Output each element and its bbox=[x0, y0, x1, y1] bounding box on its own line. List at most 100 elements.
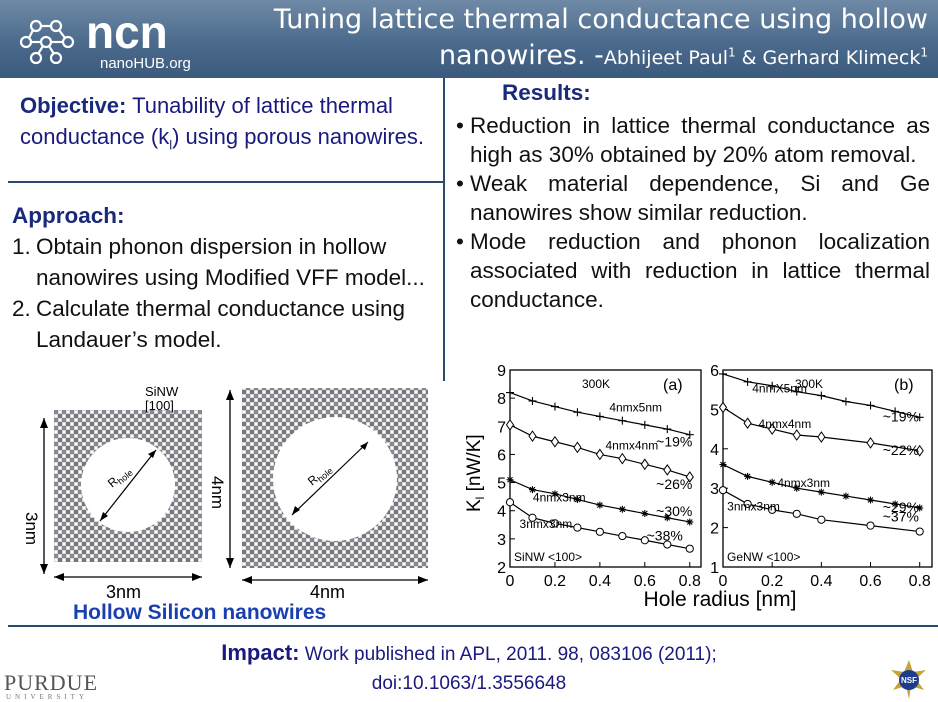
results-item: Reduction in lattice thermal conductance… bbox=[452, 111, 930, 169]
purdue-logo: PURDUE bbox=[4, 670, 99, 695]
data-point bbox=[550, 435, 560, 448]
x-tick-label: 0.8 bbox=[679, 573, 701, 590]
objective-text-b: ) using porous nanowires. bbox=[172, 124, 425, 149]
data-point bbox=[793, 484, 801, 492]
y-tick-label: 4 bbox=[710, 442, 719, 459]
panel-label: (a) bbox=[663, 377, 683, 394]
title-line2: nanowires. -Abhijeet Paul1 & Gerhard Kli… bbox=[439, 40, 928, 71]
data-point bbox=[505, 419, 515, 431]
temperature-label: 300K bbox=[795, 377, 823, 391]
author-line: Abhijeet Paul1 & Gerhard Klimeck1 bbox=[603, 45, 928, 69]
data-point bbox=[550, 519, 560, 528]
data-point bbox=[663, 425, 672, 434]
data-point bbox=[915, 527, 924, 536]
x-tick-label: 0.4 bbox=[810, 573, 832, 590]
y-tick-label: 6 bbox=[710, 363, 719, 380]
data-point bbox=[618, 452, 627, 465]
approach-item: 2. Calculate thermal conductance using La… bbox=[12, 296, 405, 352]
data-point bbox=[506, 388, 514, 397]
results-item: Weak material dependence, Si and Ge nano… bbox=[452, 169, 930, 227]
reduction-label: ~30% bbox=[656, 503, 692, 519]
data-point bbox=[743, 377, 752, 386]
data-point bbox=[595, 412, 604, 421]
material-label: SiNW <100> bbox=[514, 550, 582, 564]
data-point bbox=[719, 461, 727, 469]
data-point bbox=[817, 515, 826, 524]
data-point bbox=[641, 510, 649, 518]
data-point bbox=[663, 514, 671, 522]
title-line2-main: nanowires. - bbox=[438, 40, 604, 71]
objective-label: Objective: bbox=[20, 93, 127, 118]
data-point bbox=[618, 531, 627, 541]
x-tick-label: 0 bbox=[506, 573, 515, 590]
data-point bbox=[915, 444, 924, 457]
results-heading: Results: bbox=[502, 80, 591, 105]
y-tick-label: 7 bbox=[497, 419, 506, 436]
x-tick-label: 0.4 bbox=[589, 573, 611, 590]
objective-block: Objective: Tunability of lattice thermal… bbox=[20, 90, 440, 160]
y-tick-label: 4 bbox=[497, 504, 506, 521]
vertical-divider bbox=[443, 78, 445, 381]
data-point bbox=[595, 448, 604, 461]
x-tick-label: 0.8 bbox=[909, 573, 931, 590]
x-tick-label: 0.2 bbox=[544, 573, 566, 590]
data-point bbox=[841, 397, 850, 406]
data-point bbox=[792, 509, 801, 518]
data-point bbox=[618, 416, 627, 425]
data-point bbox=[719, 369, 727, 378]
series-name-label: 4nmX5nm bbox=[752, 382, 807, 396]
approach-item: 1. Obtain phonon dispersion in hollow nan… bbox=[12, 234, 425, 290]
nanohub-logo: ncn nanoHUB.org bbox=[19, 6, 191, 72]
data-point bbox=[718, 486, 728, 495]
figure-caption: Hollow Silicon nanowires bbox=[73, 601, 327, 624]
data-point bbox=[817, 488, 825, 496]
objective-sub: l bbox=[169, 137, 173, 153]
plot-frame bbox=[722, 369, 933, 568]
data-point bbox=[768, 381, 777, 390]
data-point bbox=[685, 430, 694, 439]
data-point bbox=[640, 536, 649, 545]
radius-arrow-3nm bbox=[99, 449, 157, 522]
y-tick-label: 2 bbox=[710, 521, 719, 538]
x-tick-label: 0.6 bbox=[859, 573, 881, 590]
results-item: Mode reduction and phonon localization a… bbox=[452, 227, 930, 314]
data-point bbox=[685, 544, 694, 553]
data-point bbox=[573, 495, 581, 503]
data-point bbox=[596, 501, 604, 509]
data-point bbox=[768, 478, 776, 486]
data-point bbox=[718, 401, 728, 414]
plot-frame bbox=[509, 369, 702, 568]
data-point bbox=[528, 486, 536, 494]
results-divider bbox=[8, 625, 938, 627]
data-point bbox=[528, 430, 537, 443]
y-tick-label: 6 bbox=[497, 447, 506, 464]
data-point bbox=[686, 518, 694, 526]
data-point bbox=[768, 423, 777, 435]
sinw-dir: [100] bbox=[145, 398, 174, 413]
purdue-subtext: UNIVERSITY bbox=[6, 693, 88, 701]
temperature-label: 300K bbox=[582, 377, 610, 391]
reduction-label: ~26% bbox=[656, 476, 692, 492]
x-tick-label: 0 bbox=[719, 573, 728, 590]
data-point bbox=[817, 391, 826, 400]
y-tick-label: 8 bbox=[497, 391, 506, 408]
height-4nm: 4nm bbox=[208, 476, 227, 509]
data-point bbox=[792, 387, 801, 396]
data-point bbox=[768, 505, 777, 514]
impact-text-line1: Work published in APL, 2011. 98, 083106 … bbox=[299, 644, 717, 665]
data-point bbox=[595, 527, 604, 536]
approach-block: Approach: 1. Obtain phonon dispersion in … bbox=[12, 200, 442, 355]
reduction-label: ~38% bbox=[647, 528, 683, 544]
series-name-label: 3nmx3nm bbox=[520, 517, 573, 531]
data-point bbox=[618, 505, 626, 513]
x-tick-label: 0.6 bbox=[634, 573, 656, 590]
series-name-label: 3nmx3nm bbox=[727, 500, 780, 514]
results-block: Results: Reduction in lattice thermal co… bbox=[452, 78, 930, 314]
data-point bbox=[505, 498, 515, 507]
data-point bbox=[506, 476, 514, 484]
results-charts: 2 3 4 5 6 7 8 9 0 0.2 0.4 0.6 0.8 300K (a) SiNW <100> 4n… bbox=[464, 363, 933, 611]
data-point bbox=[891, 500, 899, 508]
y-tick-label: 5 bbox=[497, 476, 506, 493]
nsf-logo: NSF bbox=[891, 660, 926, 699]
nsf-emblem-icon: NSF bbox=[891, 660, 926, 699]
